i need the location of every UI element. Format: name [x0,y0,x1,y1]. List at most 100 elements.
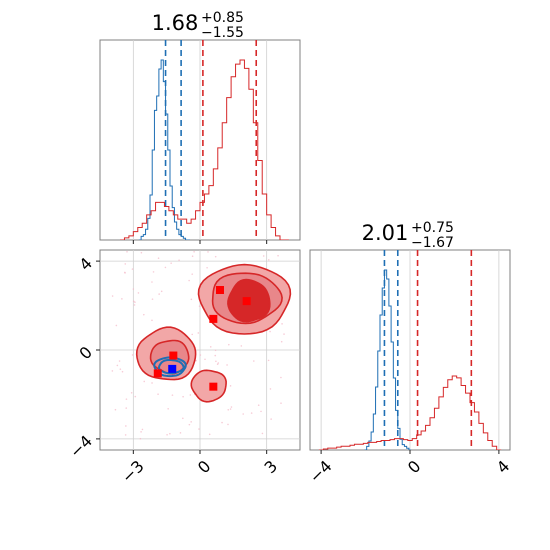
panel-right-marginal: −4 0 4 2.01 +0.75 −1.67 [305,220,513,487]
sample-dot [182,395,184,398]
blue-contour [157,359,185,375]
sample-dot [209,346,212,348]
sample-dot [111,295,114,297]
sample-dot [204,358,206,361]
sample-dot [226,364,228,366]
sample-dot [214,255,217,258]
sample-dot [217,362,220,364]
sample-dot [206,266,208,269]
sample-dot [229,385,232,387]
sample-dot [140,431,142,433]
panel-top-marginal: 1.68 +0.85 −1.55 [99,10,301,244]
sample-dot [137,292,140,294]
sample-dot [166,434,168,436]
sample-dot [227,408,230,411]
sample-dot [151,382,153,384]
sample-dot [130,392,133,394]
sample-dot [193,250,195,253]
tick-label-x: 0 [194,457,215,478]
sample-dot [267,359,270,362]
sample-dot [157,393,159,395]
histogram-series-0 [364,269,412,450]
panel-joint: −3 0 3 −4 0 4 [66,249,301,487]
sample-dot [178,259,180,262]
sample-dot [189,394,192,396]
sample-dot [116,364,119,367]
sample-dot [134,395,137,398]
sample-dot [164,266,167,269]
tick-label-x: −4 [305,457,335,487]
sample-dot [124,263,127,265]
histogram-series-1 [318,375,502,450]
sample-dot [124,271,126,274]
sample-dot [121,298,123,300]
sample-dot [170,262,172,264]
sample-dot [115,324,118,327]
sample-dot [114,408,117,411]
sample-dot [216,363,219,366]
sample-dot [260,410,262,413]
sample-dot [197,332,200,334]
blue-contour [153,356,187,378]
sample-dot [125,407,128,409]
tick-label-y: −4 [66,431,96,461]
panel-top-title-lower: −1.55 [201,25,244,41]
sample-dot [143,380,146,383]
sample-dot [191,333,194,336]
sample-dot [191,273,194,275]
sample-dot [262,255,265,257]
sample-dot [280,402,282,404]
sample-dot [198,305,201,307]
sample-dot [151,319,153,322]
sample-dot [179,432,182,434]
sample-dot [125,425,127,427]
sample-dot [151,298,154,300]
sample-dot [198,428,200,430]
tick-label-y: 0 [75,343,96,364]
sample-dot [195,359,197,362]
sample-dot [124,434,127,436]
sample-dot [207,251,209,253]
sample-dot [188,279,190,282]
sample-dot [214,354,217,357]
sample-dot [215,360,217,363]
sample-dot [171,394,174,396]
sample-dot [281,323,283,325]
sample-dot [280,340,283,343]
red-point [209,382,218,391]
sample-dot [139,437,142,440]
panel-right-histograms [318,250,502,450]
sample-dot [269,388,272,390]
sample-dot [269,330,271,333]
sample-dot [134,301,136,303]
panel-right-ticks: −4 0 4 [305,450,513,487]
sample-dot [182,417,184,420]
sample-dot [121,370,124,373]
sample-dot [283,333,285,335]
sample-dot [132,288,135,290]
sample-dot [191,255,194,258]
sample-dot [221,421,223,424]
red-point [216,286,224,294]
red-contour-outer [190,369,227,403]
sample-dot [131,354,134,356]
panel-joint-density [111,250,292,440]
sample-dot [257,404,260,406]
sample-dot [267,259,270,261]
sample-dot [160,290,163,293]
sample-dot [167,407,169,410]
sample-dot [190,421,192,423]
panel-right-title-upper: +0.75 [411,220,454,236]
sample-dot [157,257,160,260]
sample-dot [270,418,272,420]
panel-top-title-value: 1.68 [152,11,199,35]
histogram-series-0 [138,59,190,240]
sample-dot [132,300,135,303]
sample-dot [208,433,211,436]
sample-dot [252,360,255,362]
sample-dot [277,254,279,257]
histogram-series-1 [120,59,289,240]
sample-dot [188,423,191,426]
panel-top-title: 1.68 [152,11,199,35]
